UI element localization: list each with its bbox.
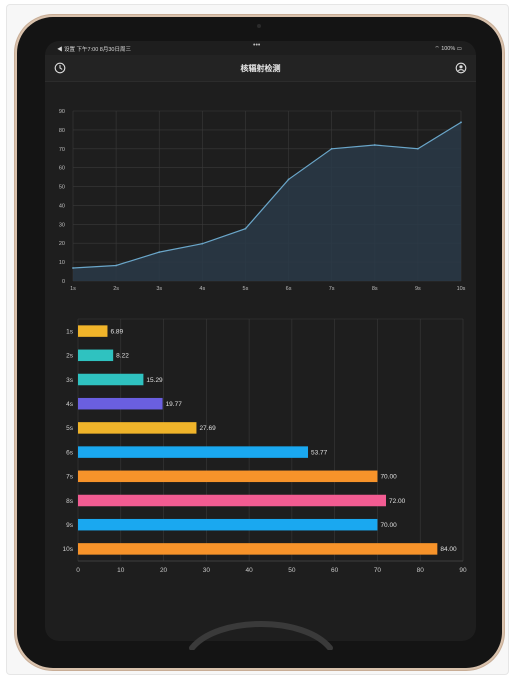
bar-x-tick-label: 10 [117, 567, 125, 574]
status-bar: ◀ 设置 下午7:00 8月30日周三 ••• ⌔ 100% ▭ [45, 41, 476, 55]
area-x-tick-label: 9s [415, 286, 421, 292]
area-point [416, 147, 419, 150]
bar-x-tick-label: 40 [245, 567, 253, 574]
area-x-tick-label: 5s [243, 286, 249, 292]
app-screen: ◀ 设置 下午7:00 8月30日周三 ••• ⌔ 100% ▭ 核辐射检测 0… [45, 41, 476, 641]
bar-value-label: 70.00 [380, 522, 397, 529]
bar-category-label: 8s [66, 498, 74, 505]
area-x-tick-label: 1s [70, 286, 76, 292]
bar-5s [78, 422, 197, 434]
area-point [460, 121, 462, 124]
bar-x-tick-label: 60 [331, 567, 339, 574]
bar-category-label: 10s [63, 546, 74, 553]
bar-category-label: 5s [66, 425, 74, 432]
bar-value-label: 19.77 [166, 401, 183, 408]
bar-x-tick-label: 90 [459, 567, 467, 574]
area-y-tick-label: 10 [59, 260, 65, 266]
bar-value-label: 8.22 [116, 353, 129, 360]
multitask-dots-icon[interactable]: ••• [253, 42, 261, 49]
bar-4s [78, 397, 163, 410]
area-y-tick-label: 20 [59, 241, 65, 247]
bar-value-label: 70.00 [380, 474, 397, 481]
area-x-tick-label: 7s [329, 286, 335, 292]
area-y-tick-label: 50 [59, 185, 65, 191]
bar-value-label: 15.29 [146, 377, 163, 384]
area-x-tick-label: 3s [156, 286, 162, 292]
page-title: 核辐射检测 [240, 64, 281, 73]
bar-x-tick-label: 80 [417, 567, 425, 574]
area-x-tick-label: 10s [457, 286, 466, 292]
area-point [373, 144, 376, 146]
area-y-tick-label: 0 [62, 279, 65, 285]
bar-x-tick-label: 0 [76, 567, 80, 574]
area-point [330, 147, 333, 150]
bar-category-label: 6s [66, 449, 74, 456]
area-y-tick-label: 80 [59, 128, 65, 134]
nav-bar: 核辐射检测 [45, 55, 476, 82]
area-series-line [72, 121, 462, 269]
bar-1s [78, 325, 108, 337]
bar-8s [78, 494, 386, 507]
area-x-tick-label: 8s [372, 286, 378, 292]
area-y-tick-label: 40 [59, 203, 65, 209]
bar-x-tick-label: 20 [160, 567, 168, 574]
area-y-tick-label: 60 [59, 166, 65, 172]
bar-x-tick-label: 30 [203, 567, 211, 574]
area-y-tick-label: 30 [59, 222, 65, 228]
bar-category-label: 2s [66, 353, 74, 360]
wifi-icon: ⌔ [434, 46, 440, 52]
area-y-tick-label: 90 [59, 109, 65, 115]
bar-value-label: 27.69 [199, 425, 216, 432]
bar-x-tick-label: 50 [288, 567, 296, 574]
area-point [244, 227, 247, 230]
radiation-area-chart: 0 10 20 30 40 50 60 70 80 90 1s 2s 3s 4s 5s 6s 7s 8s 9s 10s [59, 109, 466, 292]
bar-category-label: 9s [66, 522, 74, 529]
area-y-tick-label: 70 [59, 147, 65, 153]
bar-7s [78, 470, 378, 483]
area-x-tick-label: 2s [113, 286, 119, 292]
bar-value-label: 72.00 [389, 498, 406, 505]
bar-value-label: 53.77 [311, 449, 328, 456]
clock-icon[interactable] [54, 62, 66, 74]
bar-6s [78, 446, 309, 458]
bar-category-label: 4s [66, 401, 74, 408]
area-x-tick-label: 4s [199, 286, 205, 292]
battery-icon: ▭ [456, 46, 462, 52]
area-fill [73, 122, 461, 281]
bar-9s [78, 518, 378, 531]
bar-value-label: 6.89 [110, 328, 123, 335]
battery-percent: 100% [441, 46, 456, 52]
bar-category-label: 7s [66, 474, 74, 481]
bar-10s [78, 543, 438, 555]
area-point [201, 242, 204, 245]
bar-value-label: 84.00 [440, 546, 457, 553]
status-right: ⌔ 100% ▭ [434, 45, 462, 52]
profile-icon[interactable] [455, 62, 467, 74]
area-x-tick-label: 6s [286, 286, 292, 292]
bar-category-label: 3s [66, 377, 74, 384]
bar-category-label: 1s [66, 328, 74, 335]
bar-3s [78, 373, 144, 386]
home-indicator [189, 621, 333, 650]
status-left: ◀ 设置 下午7:00 8月30日周三 [57, 47, 131, 53]
bar-2s [78, 349, 114, 362]
area-point [158, 251, 161, 254]
area-point [287, 178, 290, 181]
radiation-bar-chart: 0 10 20 30 40 50 60 70 80 90 1s 6.89 2s 8.22 3s 15.29 4s… [63, 318, 467, 574]
camera-dot [257, 24, 261, 28]
area-point [72, 267, 74, 269]
bar-x-tick-label: 70 [374, 567, 382, 574]
area-point [115, 264, 118, 267]
